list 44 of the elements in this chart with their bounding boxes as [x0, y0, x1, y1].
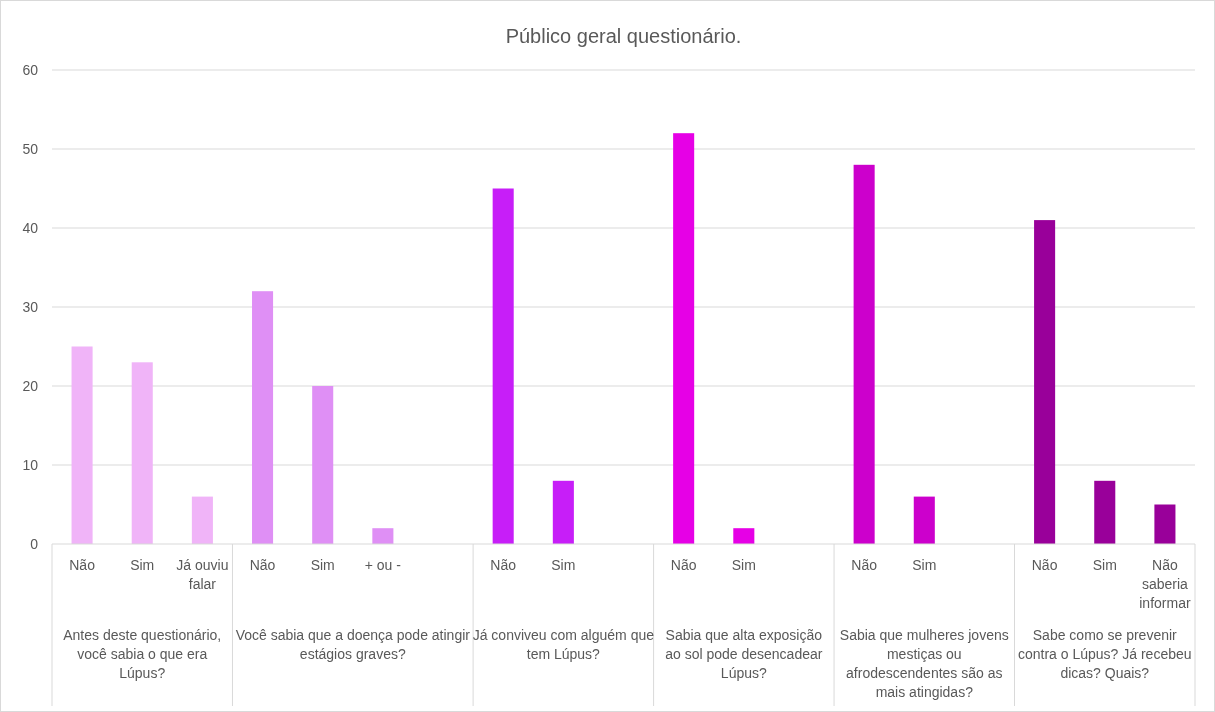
bar	[1034, 220, 1056, 544]
bar	[312, 386, 334, 544]
bar	[853, 164, 875, 544]
y-tick-label: 0	[30, 536, 39, 552]
chart-title: Público geral questionário.	[505, 25, 742, 47]
x-tick-label: Não	[249, 557, 276, 573]
y-tick-label: 30	[22, 299, 39, 315]
text: Sabia que alta exposição ao sol pode desencadear Lúpus?	[665, 627, 823, 681]
bar	[492, 188, 514, 544]
bar	[552, 480, 574, 544]
y-tick-label: 10	[22, 457, 39, 473]
text: Sabe como se prevenir contra o Lúpus? Já recebeu dicas? Quais?	[1017, 627, 1192, 681]
bar	[913, 496, 935, 544]
y-tick-label: 40	[22, 220, 39, 236]
y-tick-label: 20	[22, 378, 39, 394]
x-tick-label: Já ouviu falar	[176, 557, 229, 592]
text: Antes deste questionário, você sabia o que era Lúpus?	[63, 627, 222, 681]
bar	[131, 362, 153, 544]
bar	[191, 496, 213, 544]
bar	[673, 133, 695, 544]
bar	[372, 528, 394, 544]
x-tick-label: Sim	[912, 557, 937, 573]
bar	[1094, 480, 1116, 544]
x-tick-label: Não	[851, 557, 878, 573]
x-tick-label: Sim	[130, 557, 155, 573]
x-tick-label: Não saberia informar	[1139, 557, 1191, 611]
text: Já conviveu com alguém que tem Lúpus?	[472, 627, 655, 662]
x-tick-label: Não	[670, 557, 697, 573]
x-tick-label: Sim	[551, 557, 576, 573]
x-tick-label: Não	[69, 557, 96, 573]
x-tick-label: Sim	[731, 557, 756, 573]
x-tick-label: + ou -	[364, 557, 402, 573]
bar	[1154, 504, 1176, 544]
x-tick-label: Sim	[310, 557, 335, 573]
bar	[252, 291, 274, 544]
y-tick-label: 60	[22, 62, 39, 78]
bar	[733, 528, 755, 544]
text: Você sabia que a doença pode atingir estágios graves?	[235, 627, 471, 662]
text: Sabia que mulheres jovens mestiças ou afrodescendentes são as mais atingidas?	[839, 627, 1009, 700]
y-tick-label: 50	[22, 141, 39, 157]
x-tick-label: Não	[490, 557, 517, 573]
bar	[71, 346, 93, 544]
x-tick-label: Sim	[1092, 557, 1117, 573]
x-tick-label: Não	[1031, 557, 1058, 573]
